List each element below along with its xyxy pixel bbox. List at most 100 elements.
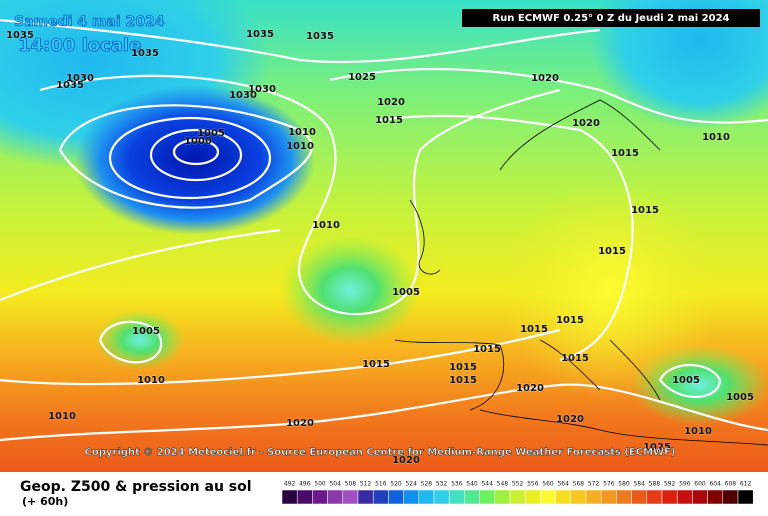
coastlines <box>394 99 768 446</box>
isobar-label: 1010 <box>684 426 712 437</box>
legend-swatch <box>509 489 526 505</box>
legend-swatch <box>661 489 678 505</box>
legend-label: 560 <box>542 481 554 488</box>
field-yellow <box>500 180 720 400</box>
legend-label: 516 <box>375 481 387 488</box>
product-title: Geop. Z500 & pression au sol <box>20 479 252 495</box>
isobar-label: 1005 <box>392 287 420 298</box>
legend-label: 588 <box>649 481 661 488</box>
legend-swatch <box>692 489 708 505</box>
run-info: Run ECMWF 0.25° 0 Z du Jeudi 2 mai 2024 <box>492 13 729 24</box>
legend-swatch <box>448 489 465 505</box>
legend-label: 592 <box>664 481 676 488</box>
legend-label: 548 <box>497 481 509 488</box>
isobar-label: 1020 <box>572 118 600 129</box>
isobar-label: 1035 <box>131 48 159 59</box>
isobar-label: 1015 <box>375 115 403 126</box>
legend-label: 492 <box>284 481 296 488</box>
isobar-label: 1030 <box>229 90 257 101</box>
isobar-label: 1015 <box>611 148 639 159</box>
isobar-label: 1010 <box>48 411 76 422</box>
field-green <box>280 235 420 345</box>
legend-swatch <box>616 489 632 505</box>
legend-label: 608 <box>725 481 737 488</box>
legend-label: 612 <box>740 481 752 488</box>
legend-swatch <box>540 489 556 505</box>
isobar-label: 1000 <box>184 136 212 147</box>
isobar-label: 1015 <box>561 353 589 364</box>
isobar-label: 1005 <box>726 392 754 403</box>
legend-swatch <box>296 489 313 505</box>
legend-swatch <box>327 489 344 505</box>
legend-label: 600 <box>694 481 706 488</box>
legend-swatch <box>585 489 602 505</box>
legend-label: 500 <box>314 481 326 488</box>
legend-label: 496 <box>299 481 311 488</box>
legend-swatch <box>418 489 435 505</box>
legend-label: 572 <box>588 481 600 488</box>
legend-swatch <box>281 489 298 505</box>
legend-swatch <box>403 489 420 505</box>
legend-label: 564 <box>557 481 569 488</box>
legend-swatch <box>479 489 496 505</box>
legend-swatch <box>722 489 739 505</box>
isobar-label: 1020 <box>531 73 559 84</box>
legend-swatch <box>357 489 374 505</box>
field-cyan-east <box>590 0 768 130</box>
isobar-label: 1015 <box>449 375 477 386</box>
legend-swatch <box>707 489 724 505</box>
legend-label: 508 <box>345 481 357 488</box>
legend-label: 552 <box>512 481 524 488</box>
isobar-label: 1010 <box>702 132 730 143</box>
legend-label: 584 <box>633 481 645 488</box>
legend-swatch <box>312 489 328 505</box>
legend-label: 504 <box>329 481 341 488</box>
legend-swatch <box>433 489 450 505</box>
isobar-label: 1005 <box>197 128 225 139</box>
legend-label: 544 <box>481 481 493 488</box>
isobar-label: 1025 <box>643 442 671 453</box>
lead-time: (+ 60h) <box>22 495 68 508</box>
legend-swatch <box>737 489 754 505</box>
legend-label: 604 <box>709 481 721 488</box>
isobar-label: 1015 <box>556 315 584 326</box>
legend-label: 580 <box>618 481 630 488</box>
legend-label: 556 <box>527 481 539 488</box>
legend-label: 524 <box>405 481 417 488</box>
isobar-label: 1020 <box>516 383 544 394</box>
isobar-label: 1035 <box>6 30 34 41</box>
isobar-label: 1015 <box>631 205 659 216</box>
legend-swatch <box>372 489 389 505</box>
isobar-label: 1035 <box>246 29 274 40</box>
isobar-label: 1025 <box>348 72 376 83</box>
isobars <box>0 18 768 442</box>
legend-swatch <box>464 489 480 505</box>
isobar-label: 1035 <box>306 31 334 42</box>
legend-label: 540 <box>466 481 478 488</box>
legend-label: 528 <box>421 481 433 488</box>
isobar-label: 1015 <box>362 359 390 370</box>
isobar-label: 1010 <box>288 127 316 138</box>
legend-swatch <box>524 489 541 505</box>
legend: 492 496 500 504 508 512 516 520 524 528 532 536 540 5… <box>281 481 754 505</box>
legend-swatch <box>600 489 617 505</box>
isobar-label: 1020 <box>377 97 405 108</box>
isobar-label: 1030 <box>248 84 276 95</box>
isobar-label: 1030 <box>66 73 94 84</box>
legend-label: 576 <box>603 481 615 488</box>
legend-swatch <box>388 489 404 505</box>
legend-label: 532 <box>436 481 448 488</box>
legend-swatch <box>631 489 648 505</box>
valid-time: 14:00 locale <box>18 35 141 56</box>
isobar-label: 1005 <box>672 375 700 386</box>
legend-label: 596 <box>679 481 691 488</box>
copyright: Copyright © 2024 Meteociel.fr - Source E… <box>85 447 676 458</box>
isobar-label: 1010 <box>286 141 314 152</box>
legend-label: 512 <box>360 481 372 488</box>
legend-swatch <box>494 489 511 505</box>
legend-swatch <box>555 489 572 505</box>
valid-date: Samedi 4 mai 2024 <box>14 14 165 30</box>
isobar-label: 1015 <box>598 246 626 257</box>
